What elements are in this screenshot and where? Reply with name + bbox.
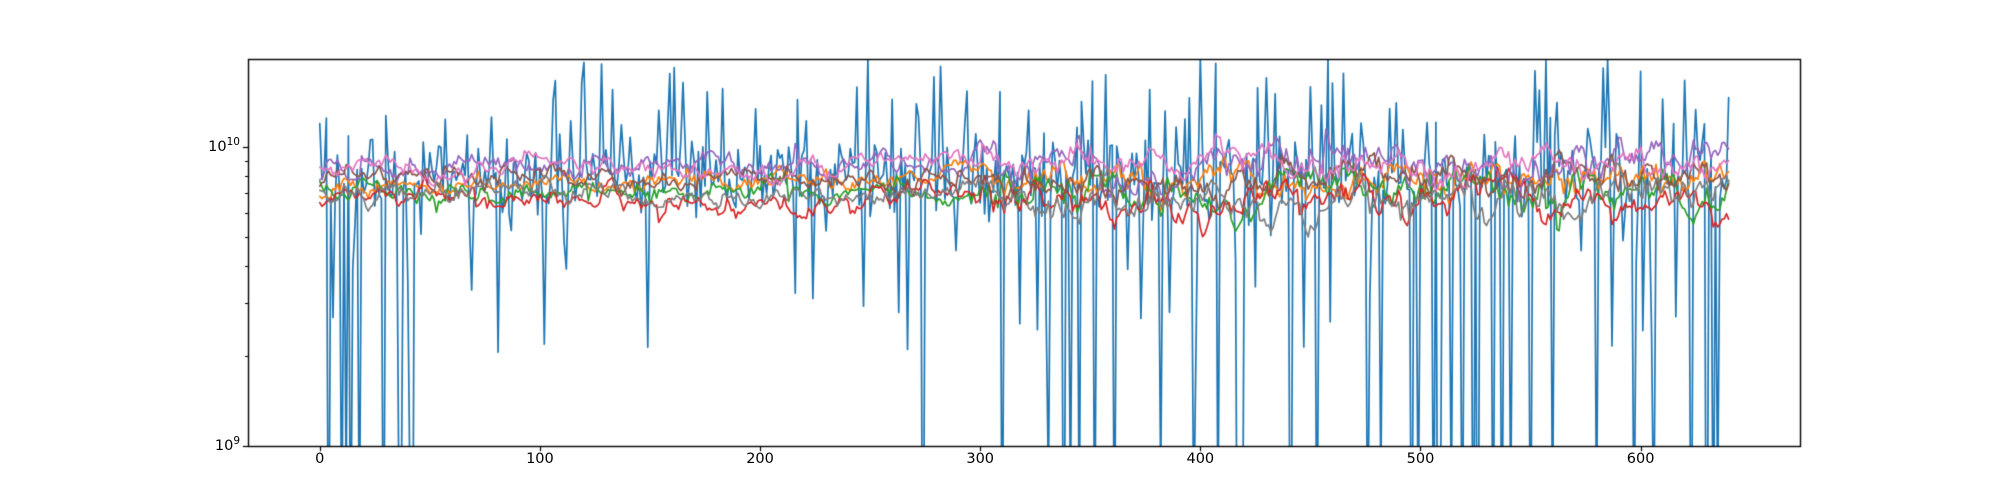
y-tick-label-1e10: 1010 bbox=[208, 136, 240, 156]
x-tick-label-0: 0 bbox=[315, 451, 325, 467]
y-tick-label-1e9: 109 bbox=[214, 435, 240, 454]
x-tick-label-500: 500 bbox=[1406, 451, 1435, 467]
x-tick-label-200: 200 bbox=[746, 451, 774, 467]
x-tick-label-300: 300 bbox=[966, 451, 995, 467]
x-tick-label-600: 600 bbox=[1626, 451, 1655, 467]
x-tick-label-400: 400 bbox=[1186, 451, 1215, 467]
x-tick-label-100: 100 bbox=[526, 451, 554, 467]
